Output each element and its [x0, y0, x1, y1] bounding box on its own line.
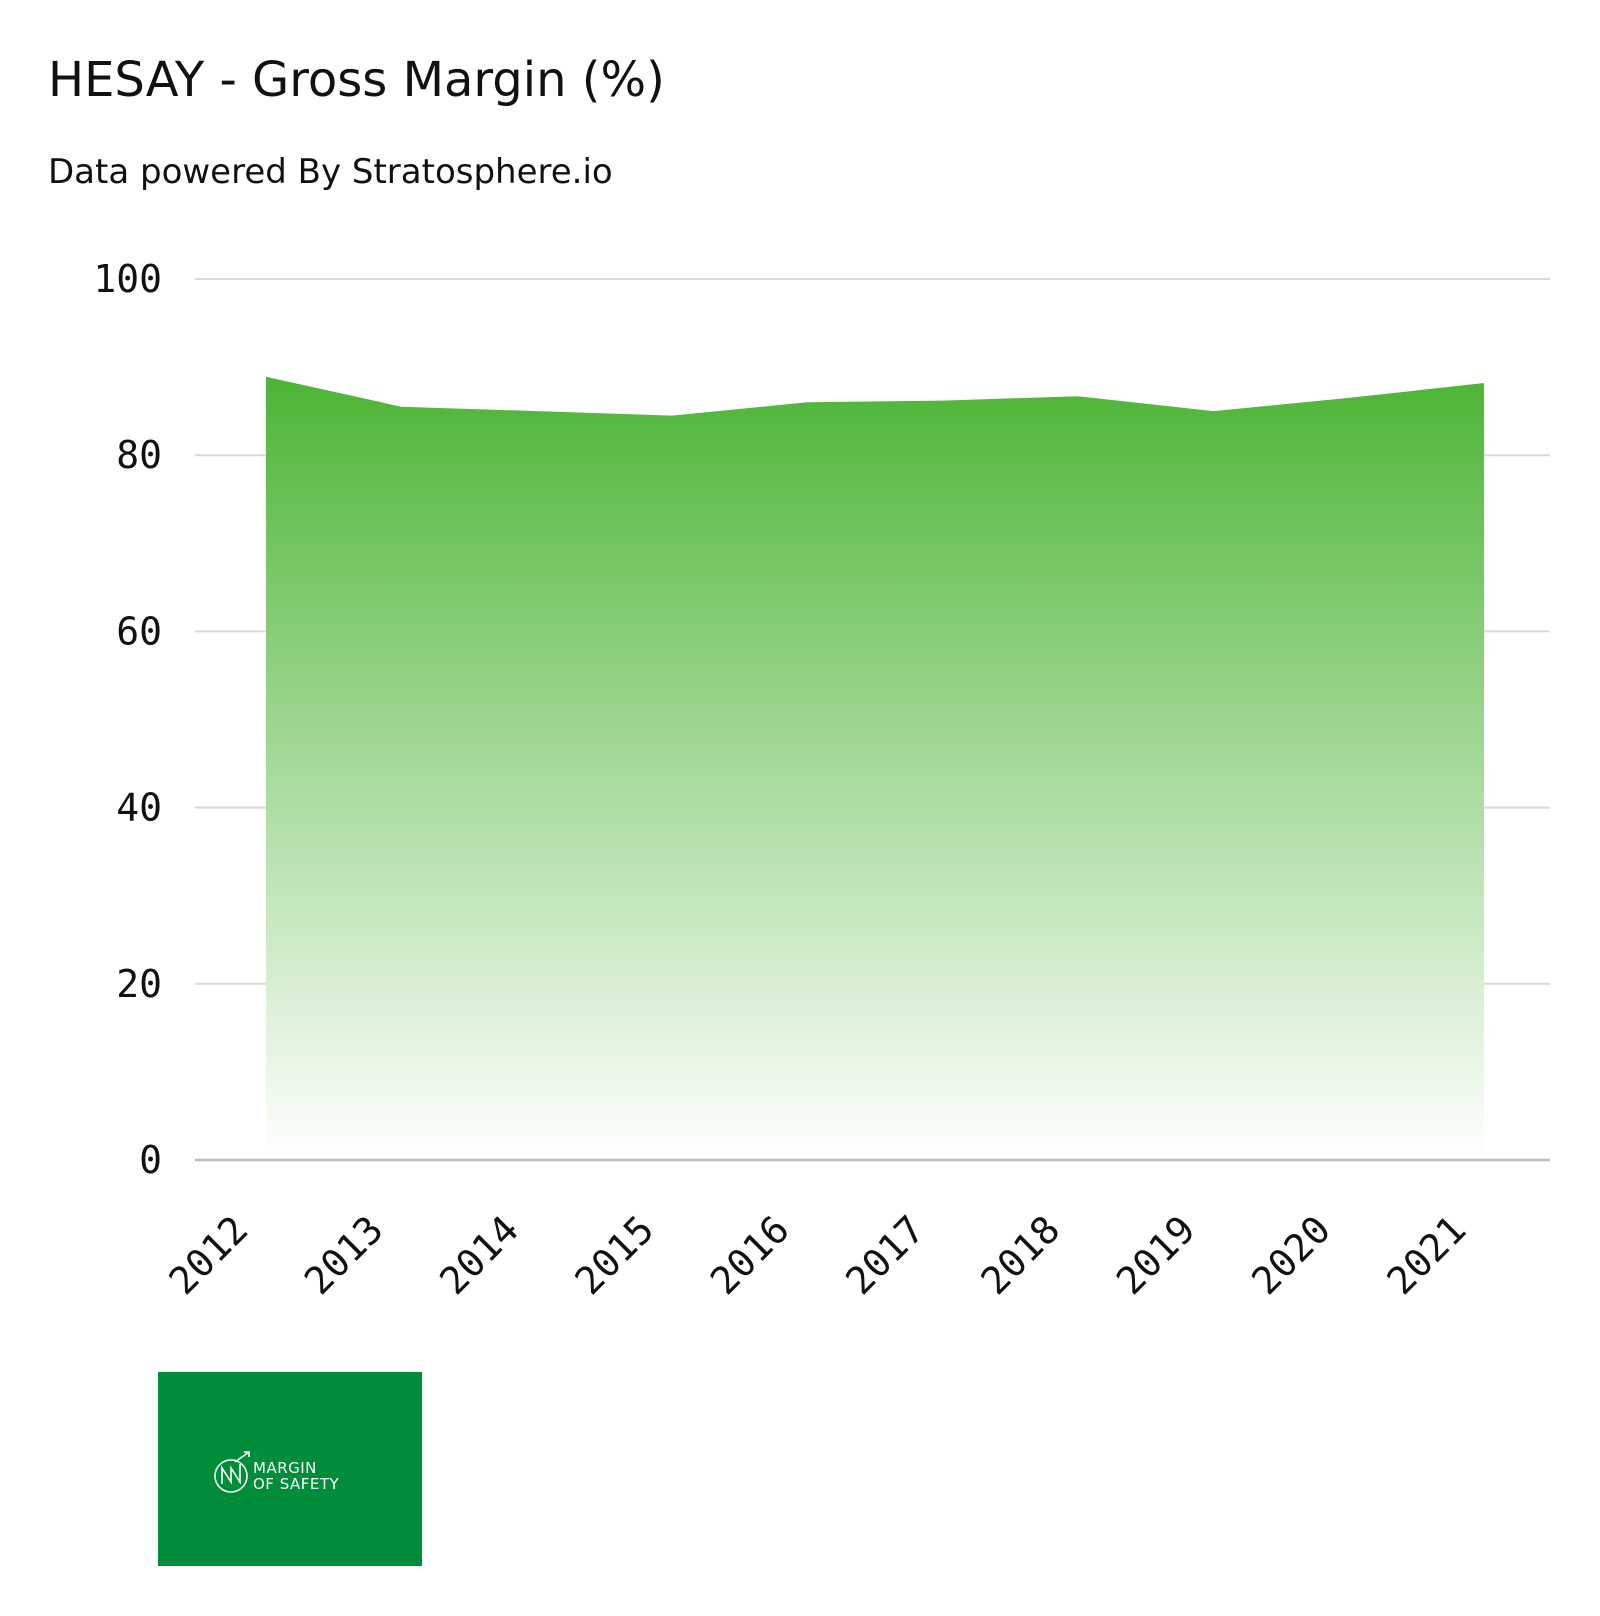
chart-title: HESAY - Gross Margin (%) [48, 52, 665, 108]
x-tick-label: 2012 [161, 1207, 257, 1303]
x-tick-label: 2019 [1108, 1207, 1204, 1303]
logo-text-line2: OF SAFETY [253, 1475, 340, 1493]
logo-text-line1: MARGIN [253, 1459, 317, 1477]
x-tick-label: 2013 [296, 1207, 392, 1303]
logo-emblem-icon [214, 1451, 250, 1493]
margin-of-safety-logo: MARGIN OF SAFETY [158, 1372, 422, 1566]
y-tick-label: 0 [139, 1138, 162, 1182]
area-series [266, 376, 1484, 1160]
x-tick-label: 2018 [973, 1207, 1069, 1303]
y-tick-label: 40 [116, 786, 162, 830]
x-tick-label: 2016 [702, 1207, 798, 1303]
y-tick-label: 100 [93, 257, 162, 301]
gross-margin-area [266, 376, 1484, 1160]
y-axis-ticks: 0 20 40 60 80 100 [93, 257, 162, 1182]
x-tick-label: 2017 [837, 1207, 933, 1303]
y-tick-label: 80 [116, 433, 162, 477]
y-tick-label: 20 [116, 962, 162, 1006]
x-tick-label: 2015 [567, 1207, 663, 1303]
logo-text: MARGIN OF SAFETY [253, 1460, 339, 1492]
x-tick-label: 2020 [1243, 1207, 1339, 1303]
x-axis-ticks: 2012 2013 2014 2015 2016 2017 2018 2019 2020 2021 [161, 1207, 1475, 1303]
chart-subtitle: Data powered By Stratosphere.io [48, 152, 613, 192]
y-tick-label: 60 [116, 609, 162, 653]
x-tick-label: 2014 [431, 1207, 527, 1303]
x-tick-label: 2021 [1379, 1207, 1475, 1303]
